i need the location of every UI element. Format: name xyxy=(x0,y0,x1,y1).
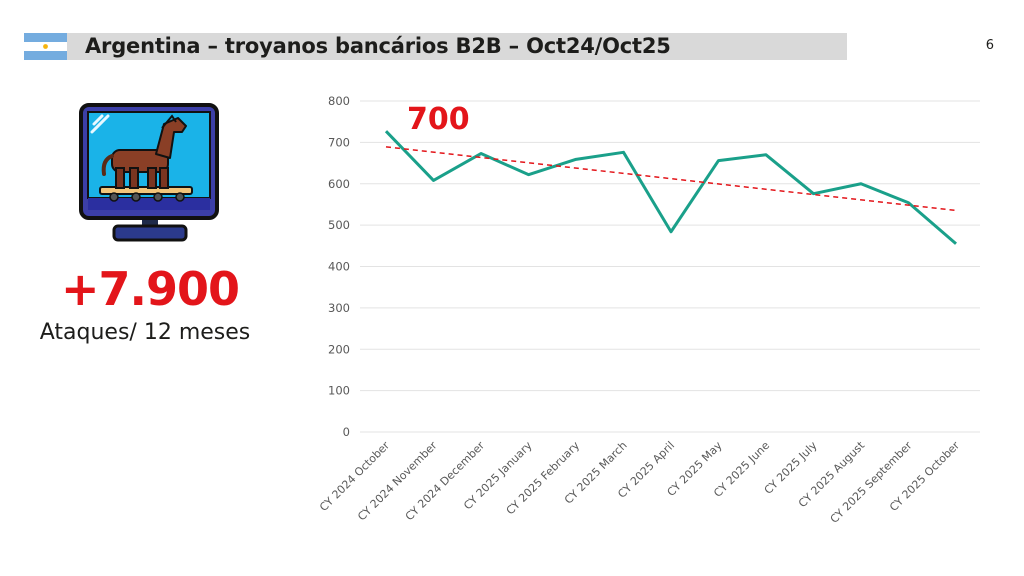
series-line xyxy=(384,130,957,245)
trojan-horse-monitor-icon xyxy=(79,103,219,242)
y-tick-label: 500 xyxy=(328,218,350,232)
total-attacks-value: +7.900 xyxy=(60,262,240,316)
argentina-flag-icon xyxy=(24,33,67,60)
x-tick-label: CY 2025 September xyxy=(828,439,915,526)
y-tick-label: 400 xyxy=(328,260,350,274)
y-tick-label: 0 xyxy=(343,425,350,439)
y-tick-label: 600 xyxy=(328,177,350,191)
x-tick-label: CY 2024 December xyxy=(403,439,488,524)
y-tick-label: 200 xyxy=(328,342,350,356)
x-tick-label: CY 2024 November xyxy=(355,439,440,524)
trendline xyxy=(385,146,957,212)
y-tick-label: 100 xyxy=(328,384,350,398)
header-bar xyxy=(24,33,847,60)
page-number: 6 xyxy=(985,38,994,53)
page-title: Argentina – troyanos bancários B2B – Oct… xyxy=(85,34,671,58)
y-tick-label: 300 xyxy=(328,301,350,315)
total-attacks-caption: Ataques/ 12 meses xyxy=(39,320,251,345)
annotation-label: 700 xyxy=(407,102,470,137)
y-tick-label: 800 xyxy=(328,94,350,108)
y-tick-label: 700 xyxy=(328,135,350,149)
